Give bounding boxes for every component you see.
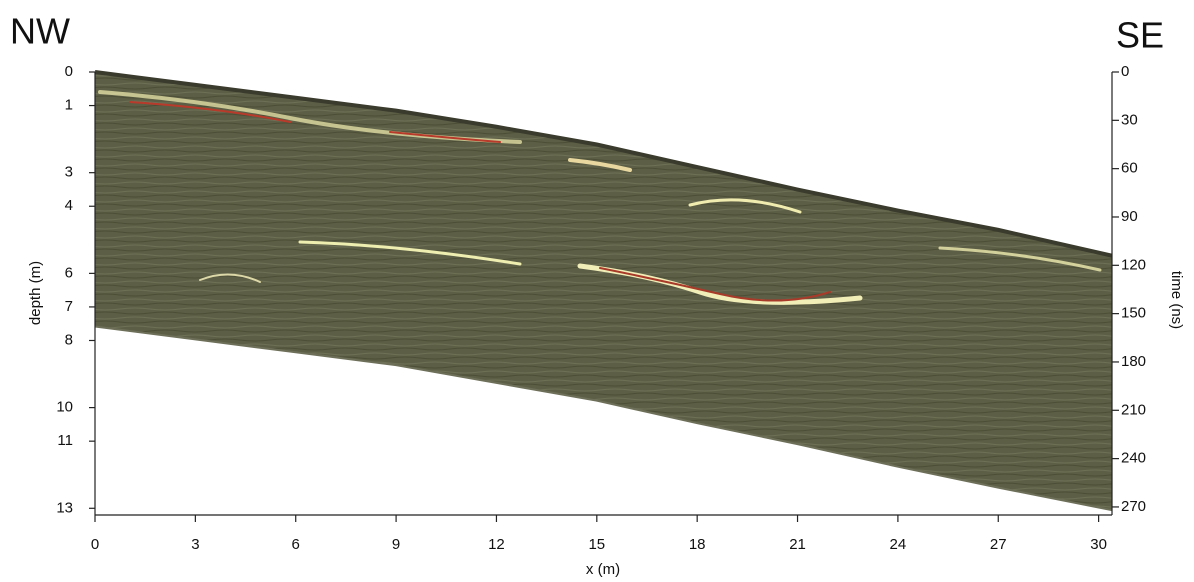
y-tick-label: 3 bbox=[65, 164, 73, 181]
y2-tick-label: 270 bbox=[1121, 498, 1146, 515]
y2-tick-label: 180 bbox=[1121, 353, 1146, 370]
x-tick-label: 6 bbox=[292, 536, 300, 553]
x-tick-label: 24 bbox=[890, 536, 907, 553]
x-tick-label: 3 bbox=[191, 536, 199, 553]
y-axis-label: depth (m) bbox=[27, 261, 44, 325]
title-left: NW bbox=[10, 11, 70, 52]
x-axis-label: x (m) bbox=[586, 561, 620, 578]
y-tick-label: 7 bbox=[65, 298, 73, 315]
surface-line bbox=[94, 70, 1113, 258]
x-tick-label: 18 bbox=[689, 536, 706, 553]
y2-tick-label: 150 bbox=[1121, 305, 1146, 322]
y-tick-label: 6 bbox=[65, 264, 73, 281]
y-tick-label: 0 bbox=[65, 63, 73, 80]
y-tick-label: 4 bbox=[65, 197, 73, 214]
y2-tick-label: 240 bbox=[1121, 450, 1146, 467]
y2-tick-label: 60 bbox=[1121, 160, 1138, 177]
y-tick-label: 10 bbox=[56, 399, 73, 416]
title-right: SE bbox=[1116, 15, 1164, 56]
reflectors bbox=[98, 90, 1102, 305]
x-tick-label: 0 bbox=[91, 536, 99, 553]
y-tick-label: 11 bbox=[57, 432, 73, 449]
y2-tick-label: 210 bbox=[1121, 401, 1146, 418]
band-tint bbox=[95, 72, 1112, 511]
y-tick-label: 8 bbox=[65, 331, 73, 348]
y-tick-label: 13 bbox=[56, 499, 73, 516]
x-tick-label: 12 bbox=[488, 536, 505, 553]
radargram-band bbox=[95, 72, 1112, 511]
x-tick-label: 21 bbox=[789, 536, 806, 553]
base-line bbox=[94, 325, 1113, 512]
plot-area bbox=[94, 70, 1113, 512]
x-tick-label: 15 bbox=[588, 536, 605, 553]
y2-tick-label: 90 bbox=[1121, 208, 1138, 225]
x-tick-label: 9 bbox=[392, 536, 400, 553]
y-tick-label: 1 bbox=[65, 97, 73, 114]
y2-tick-label: 30 bbox=[1121, 111, 1138, 128]
y2-tick-label: 120 bbox=[1121, 256, 1146, 273]
x-tick-label: 30 bbox=[1090, 536, 1107, 553]
y2-axis-label: time (ns) bbox=[1168, 271, 1185, 329]
y2-tick-label: 0 bbox=[1121, 63, 1129, 80]
x-tick-label: 27 bbox=[990, 536, 1007, 553]
